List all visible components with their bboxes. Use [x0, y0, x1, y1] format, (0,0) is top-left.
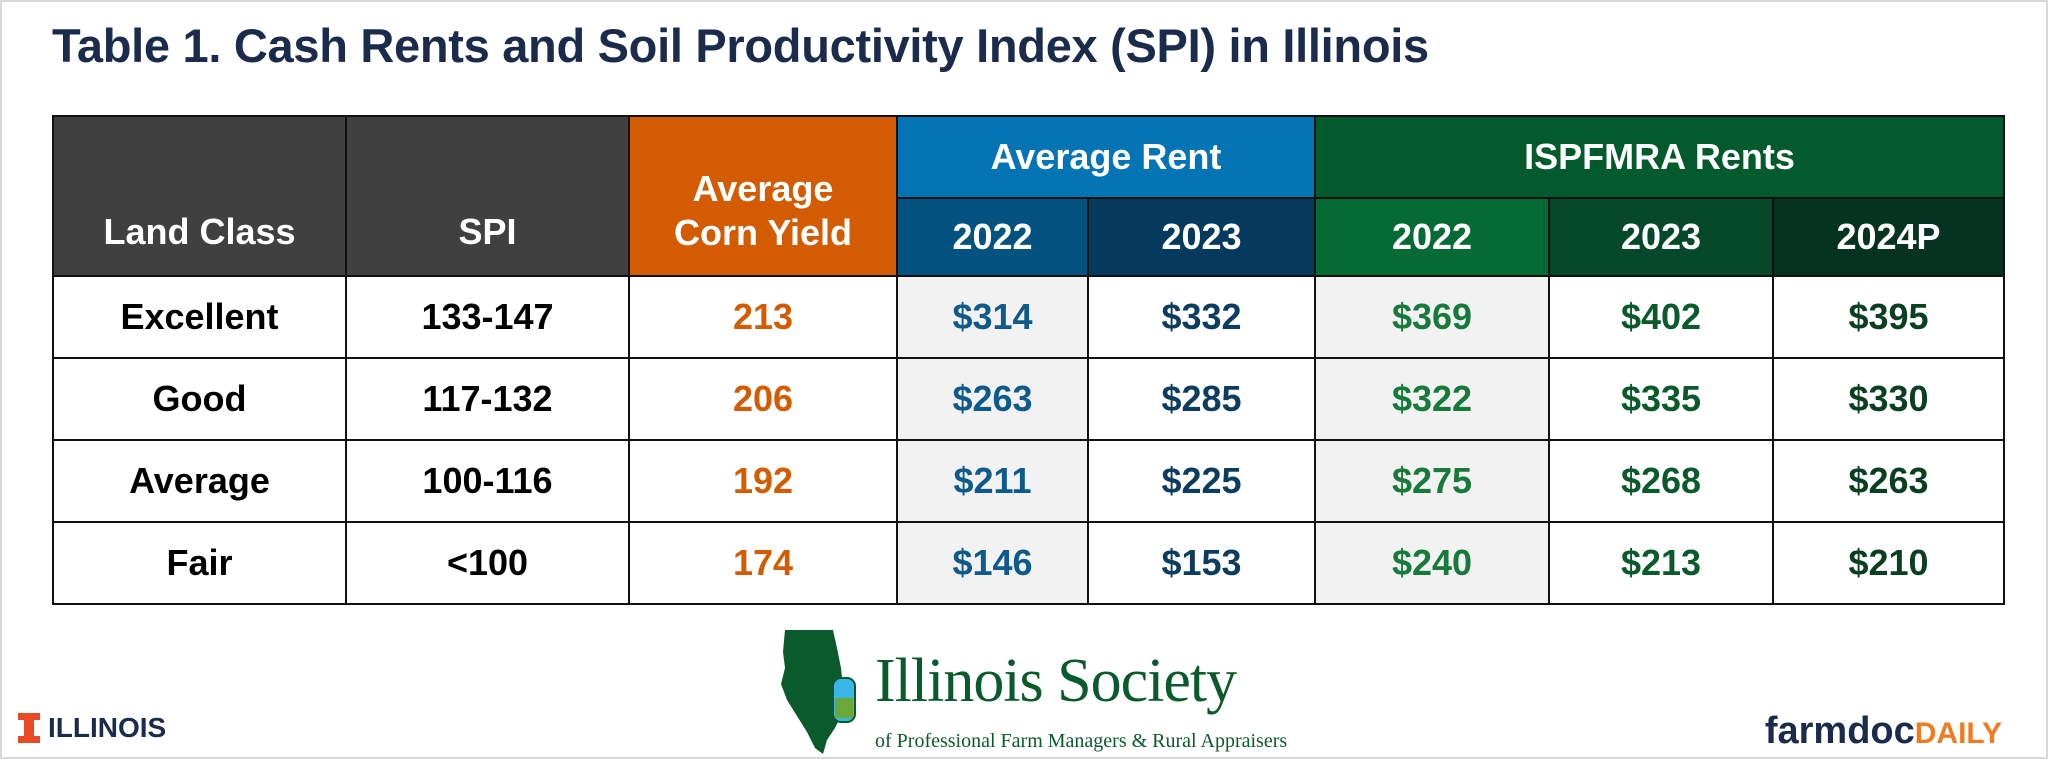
cell-land-class: Average [52, 439, 347, 523]
header-isp-2023: 2023 [1548, 197, 1774, 277]
cell-avg-2023: $332 [1087, 275, 1316, 359]
cell-spi: 100-116 [345, 439, 630, 523]
cell-avg-2023: $225 [1087, 439, 1316, 523]
cell-spi: <100 [345, 521, 630, 605]
cell-land-class: Excellent [52, 275, 347, 359]
cell-avg-2023: $285 [1087, 357, 1316, 441]
cell-isp-2023: $268 [1548, 439, 1774, 523]
cell-avg-2022: $314 [896, 275, 1089, 359]
cell-isp-2022: $275 [1314, 439, 1550, 523]
header-corn-yield: Average Corn Yield [628, 115, 898, 277]
ispfmra-logo: Illinois Society of Professional Farm Ma… [775, 628, 1287, 756]
header-land-class: Land Class [52, 115, 347, 277]
cell-corn-yield: 206 [628, 357, 898, 441]
cell-avg-2023: $153 [1087, 521, 1316, 605]
farmdoc-wordmark: farmdoc [1764, 710, 1915, 752]
cell-isp-2024p: $395 [1771, 275, 2006, 359]
cash-rents-table: Land Class SPI Average Corn Yield Averag… [52, 115, 2006, 605]
cell-corn-yield: 192 [628, 439, 898, 523]
cell-isp-2023: $402 [1548, 275, 1774, 359]
page-title: Table 1. Cash Rents and Soil Productivit… [52, 19, 1429, 72]
cell-land-class: Fair [52, 521, 347, 605]
cell-corn-yield: 213 [628, 275, 898, 359]
cell-isp-2022: $322 [1314, 357, 1550, 441]
header-isp-2022: 2022 [1314, 197, 1550, 277]
table-row: Excellent 133-147 213 $314 $332 $369 $402 $395 [52, 275, 2006, 359]
cell-avg-2022: $263 [896, 357, 1089, 441]
header-ispfmra-rents: ISPFMRA Rents [1313, 115, 2006, 199]
society-subtitle: of Professional Farm Managers & Rural Ap… [875, 730, 1288, 752]
cell-spi: 117-132 [345, 357, 630, 441]
cell-isp-2022: $240 [1314, 521, 1550, 605]
illinois-wordmark: ILLINOIS [48, 712, 167, 743]
header-isp-2024p: 2024P [1771, 197, 2006, 277]
header-corn-yield-line2: Corn Yield [673, 212, 853, 253]
illinois-logo: ILLINOIS [18, 712, 166, 744]
society-title: Illinois Society [875, 647, 1237, 715]
farmdoc-daily-logo: farmdocDAILY [1765, 710, 2002, 753]
daily-wordmark: DAILY [1914, 717, 2002, 750]
header-avg-2022: 2022 [896, 197, 1089, 277]
illinois-map-icon [781, 630, 856, 754]
cell-land-class: Good [52, 357, 347, 441]
header-corn-yield-line1: Average [692, 168, 834, 209]
header-spi: SPI [345, 115, 630, 277]
table-row: Good 117-132 206 $263 $285 $322 $335 $330 [52, 357, 2006, 441]
table-row: Average 100-116 192 $211 $225 $275 $268 $263 [52, 439, 2006, 523]
cell-isp-2024p: $330 [1771, 357, 2006, 441]
cell-isp-2023: $213 [1548, 521, 1774, 605]
header-avg-2023: 2023 [1087, 197, 1316, 277]
illinois-block-i-icon [18, 713, 40, 743]
cell-isp-2024p: $210 [1771, 521, 2006, 605]
cell-avg-2022: $211 [896, 439, 1089, 523]
cell-spi: 133-147 [345, 275, 630, 359]
cell-isp-2024p: $263 [1771, 439, 2006, 523]
table-row: Fair <100 174 $146 $153 $240 $213 $210 [52, 521, 2006, 605]
cell-isp-2023: $335 [1548, 357, 1774, 441]
cell-avg-2022: $146 [896, 521, 1089, 605]
cell-corn-yield: 174 [628, 521, 898, 605]
header-average-rent: Average Rent [896, 115, 1316, 199]
cell-isp-2022: $369 [1314, 275, 1550, 359]
